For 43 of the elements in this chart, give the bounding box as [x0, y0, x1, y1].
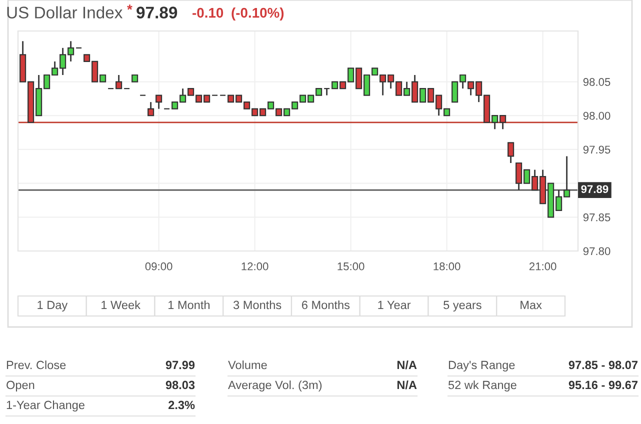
- text: 1-Year Change: [6, 400, 84, 412]
- text: Prev. Close: [6, 360, 66, 370]
- y-tick-label: 97.95: [583, 146, 610, 154]
- text: N/A: [397, 360, 417, 370]
- text: -0.10: [192, 8, 224, 18]
- text: Day's Range: [448, 360, 515, 372]
- text: N/A: [397, 380, 417, 390]
- candlestick: [324, 88, 330, 96]
- text: 98.03: [166, 380, 195, 390]
- text: 5 years: [444, 300, 482, 312]
- chart-title: US Dollar Index: [7, 6, 123, 18]
- y-tick-label: 97.85: [583, 213, 610, 222]
- x-tick-label: 21:00: [529, 262, 556, 270]
- text: 1 Week: [102, 300, 140, 310]
- candlestick: [156, 94, 162, 110]
- x-tick-label: 09:00: [145, 262, 172, 270]
- ref-line-label: 97.89: [581, 185, 608, 194]
- text: 1 Day: [38, 300, 68, 312]
- text: Volume: [228, 360, 267, 370]
- text: 97.85 - 98.07: [568, 360, 638, 370]
- text: 97.99: [166, 360, 195, 370]
- y-tick-label: 98.00: [583, 112, 610, 120]
- text: 1 Year: [378, 300, 411, 310]
- x-tick-label: 12:00: [242, 262, 268, 270]
- text: 1 Month: [168, 300, 210, 310]
- text: 95.16 - 99.67: [568, 380, 638, 390]
- x-tick-label: 18:00: [434, 262, 460, 270]
- candlestick: [116, 74, 122, 90]
- text: *: [127, 4, 132, 10]
- x-tick-label: 15:00: [338, 262, 364, 270]
- text: 97.89: [136, 6, 178, 18]
- text: 52 wk Range: [448, 380, 516, 392]
- text: Average Vol. (3m): [228, 380, 322, 392]
- text: Max: [520, 300, 542, 310]
- text: Open: [6, 380, 34, 392]
- text: (-0.10%): [232, 8, 284, 20]
- text: 2.3%: [168, 400, 195, 410]
- text: 6 Months: [302, 300, 350, 310]
- text: 3 Months: [233, 300, 282, 310]
- y-tick-label: 98.05: [583, 78, 610, 86]
- candlestick: [148, 101, 154, 116]
- candlestick: [508, 142, 514, 164]
- y-tick-label: 97.80: [583, 247, 610, 256]
